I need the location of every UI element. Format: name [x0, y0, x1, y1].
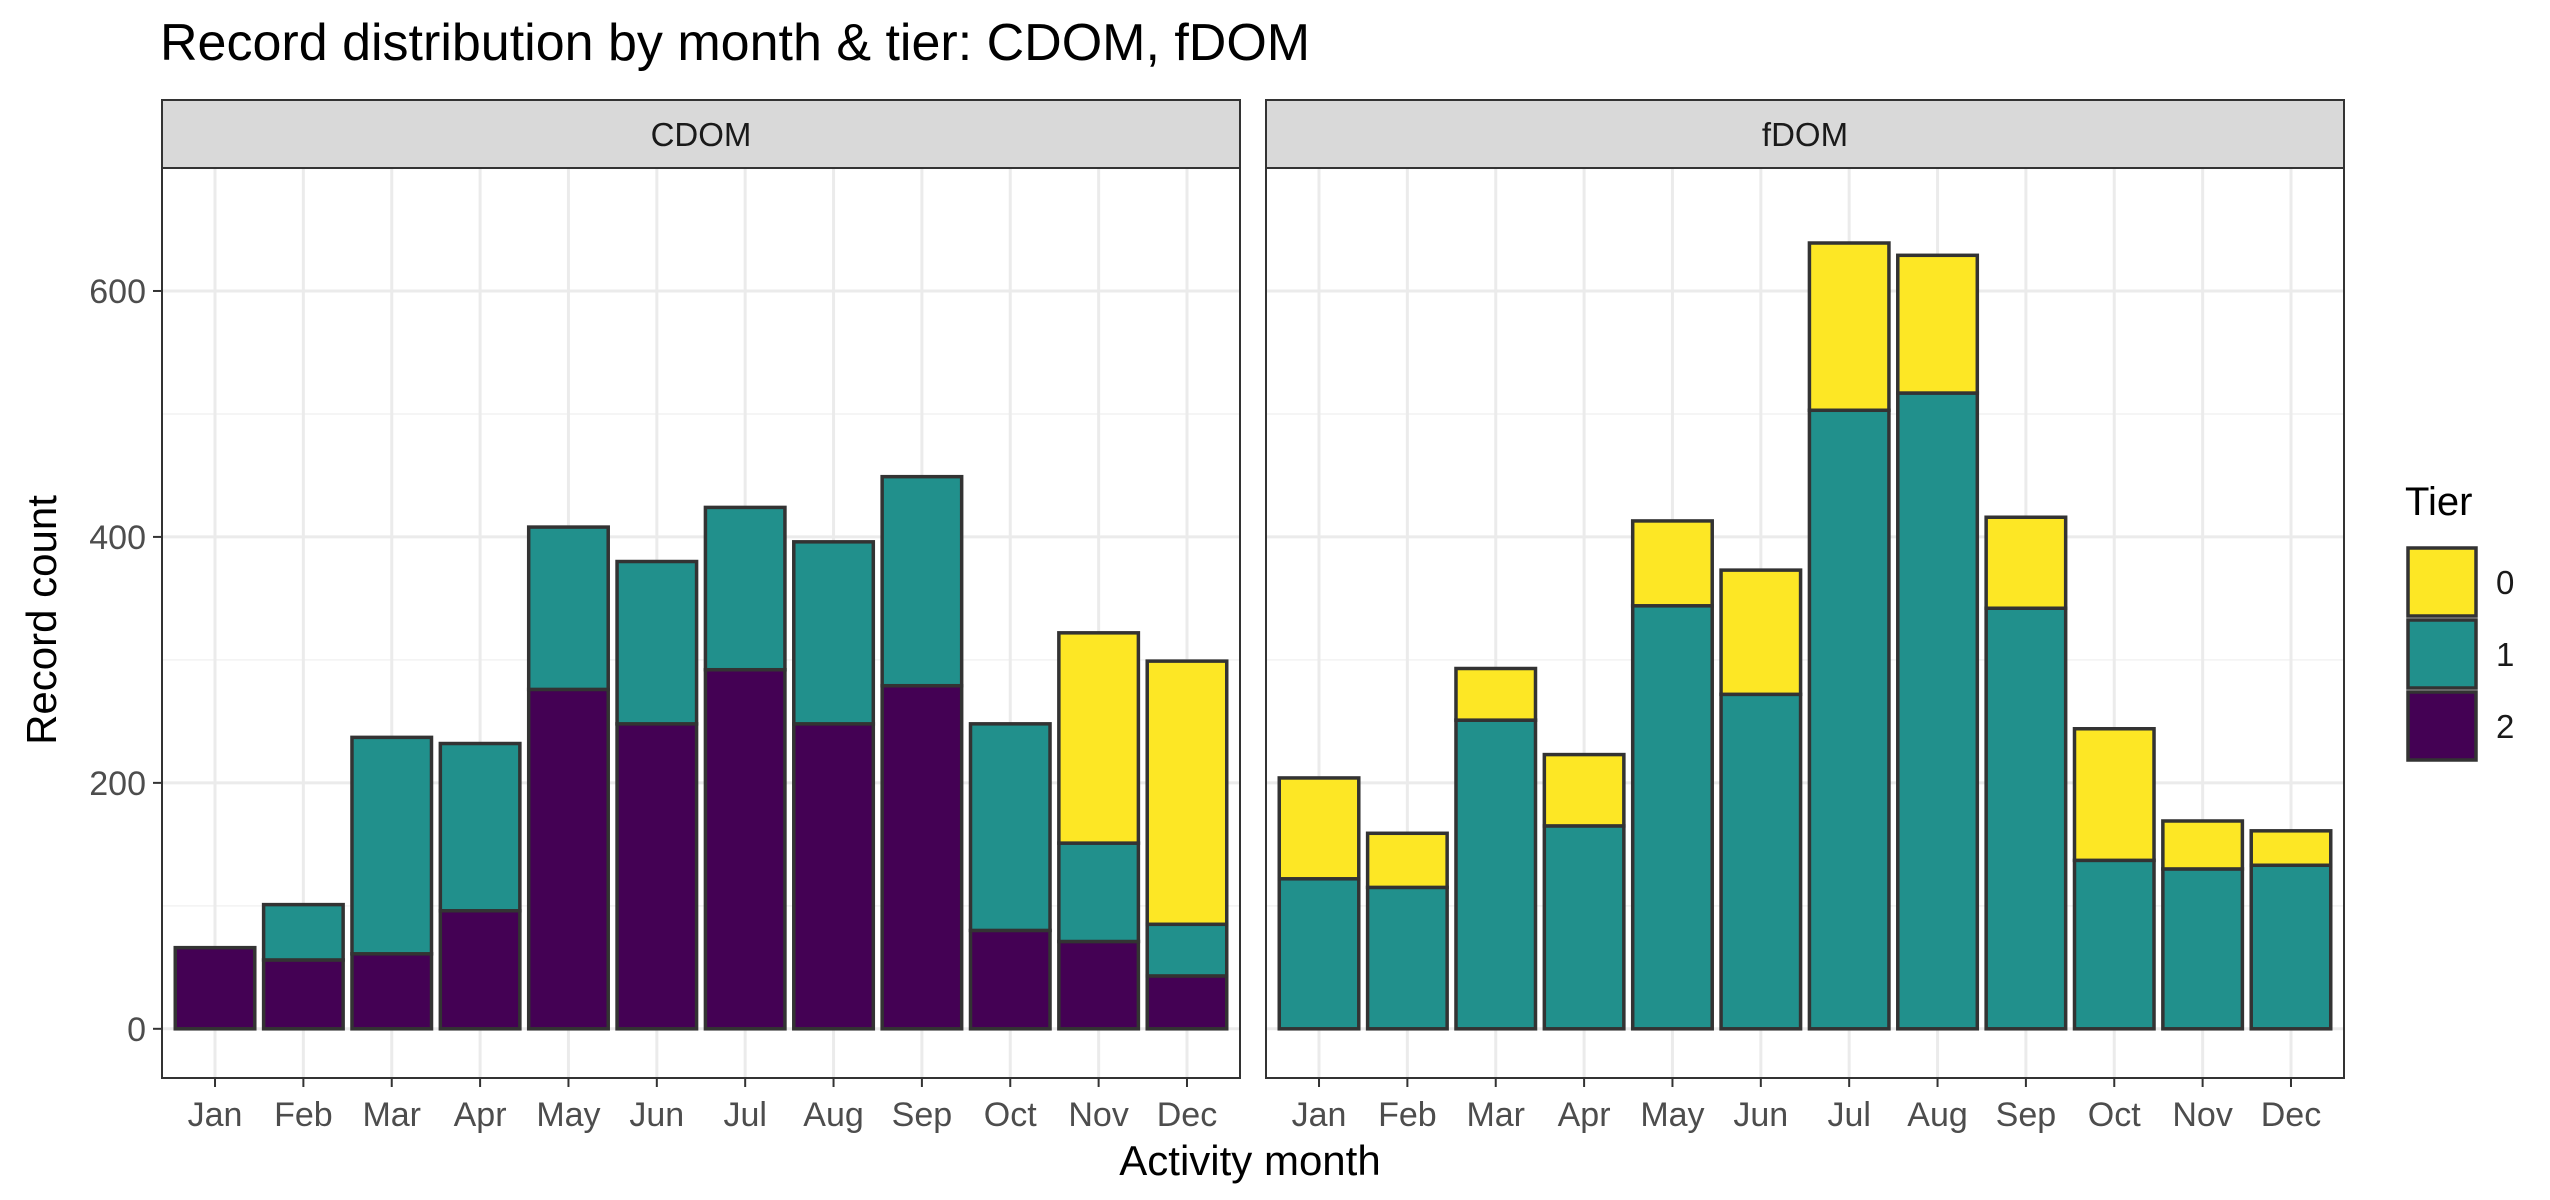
x-tick-label: Nov	[1068, 1096, 1128, 1134]
x-tick-label: Mar	[362, 1096, 421, 1134]
bar-cdom-may-tier-1	[526, 525, 610, 692]
bar-cdom-jul-tier-1	[703, 505, 787, 672]
bar-cdom-jan-tier-2	[173, 945, 257, 1031]
bar-cdom-jul-tier-2	[703, 667, 787, 1031]
bar-cdom-feb-tier-1	[261, 902, 345, 962]
bar-fdom-apr-tier-1	[1542, 824, 1626, 1031]
legend-label: 2	[2496, 708, 2514, 745]
bar-cdom-dec-tier-1	[1145, 922, 1229, 978]
x-tick-label: Jan	[188, 1096, 243, 1134]
x-tick-label: Sep	[892, 1096, 953, 1134]
bar-cdom-aug-tier-1	[792, 540, 876, 726]
x-tick-label: Jan	[1292, 1096, 1347, 1134]
bar-fdom-mar-tier-0	[1454, 666, 1538, 722]
bar-cdom-sep-tier-1	[880, 474, 964, 688]
bar-cdom-nov-tier-1	[1057, 841, 1141, 944]
bar-cdom-nov-tier-2	[1057, 939, 1141, 1031]
legend: Tier 0 1 2	[2405, 480, 2514, 762]
y-tick-label: 0	[127, 1011, 146, 1049]
bar-fdom-may-tier-0	[1630, 519, 1714, 608]
x-tick-label: Jun	[1733, 1096, 1788, 1134]
bar-fdom-nov-tier-0	[2161, 819, 2245, 871]
x-tick-label: Nov	[2172, 1096, 2232, 1134]
bar-fdom-feb-tier-1	[1365, 885, 1449, 1031]
legend-key-tier-1	[2406, 618, 2478, 690]
bar-cdom-dec-tier-0	[1145, 659, 1229, 927]
x-tick-label: Apr	[1558, 1096, 1611, 1134]
bar-cdom-apr-tier-2	[438, 909, 522, 1031]
facet-strip-label: fDOM	[1762, 116, 1848, 153]
x-tick-label: May	[536, 1096, 600, 1134]
bar-fdom-aug-tier-0	[1896, 253, 1980, 395]
bar-cdom-mar-tier-2	[350, 952, 434, 1031]
y-tick-label: 400	[89, 519, 146, 557]
bar-cdom-nov-tier-0	[1057, 631, 1141, 845]
bar-fdom-jul-tier-0	[1807, 241, 1891, 413]
x-tick-label: Feb	[274, 1096, 333, 1134]
bar-cdom-jun-tier-2	[615, 722, 699, 1031]
bar-fdom-may-tier-1	[1630, 604, 1714, 1031]
bar-cdom-oct-tier-2	[968, 928, 1052, 1031]
bar-fdom-dec-tier-1	[2249, 863, 2333, 1031]
x-tick-label: Jul	[723, 1096, 766, 1134]
facet-strip	[161, 99, 1241, 169]
bar-cdom-apr-tier-1	[438, 741, 522, 913]
x-tick-label: May	[1640, 1096, 1704, 1134]
x-tick-label: Apr	[454, 1096, 507, 1134]
x-tick-label: Dec	[2261, 1096, 2321, 1134]
y-tick-label: 200	[89, 765, 146, 803]
bar-cdom-mar-tier-1	[350, 735, 434, 956]
bar-fdom-nov-tier-1	[2161, 867, 2245, 1031]
legend-key-tier-2	[2406, 690, 2478, 762]
panels-group: CDOM Jan Feb Mar Apr May Jun Jul Aug Sep Oct Nov Dec…	[161, 99, 2345, 1134]
y-tick-label: 600	[89, 273, 146, 311]
x-tick-label: Jun	[629, 1096, 684, 1134]
bar-cdom-aug-tier-2	[792, 722, 876, 1031]
x-tick-label: Oct	[984, 1096, 1037, 1134]
panel-cdom: CDOM Jan Feb Mar Apr May Jun Jul Aug Sep Oct Nov Dec	[161, 99, 1241, 1134]
panel-fdom: fDOM Jan Feb Mar Apr May Jun Jul Aug Sep Oct Nov Dec	[1265, 99, 2345, 1134]
bar-fdom-feb-tier-0	[1365, 831, 1449, 890]
x-tick-label: Jul	[1827, 1096, 1870, 1134]
bar-cdom-may-tier-2	[526, 687, 610, 1031]
x-axis-title: Activity month	[1119, 1137, 1380, 1184]
bar-fdom-aug-tier-1	[1896, 391, 1980, 1031]
bar-fdom-sep-tier-1	[1984, 606, 2068, 1031]
bar-cdom-sep-tier-2	[880, 683, 964, 1031]
facet-strip-label: CDOM	[651, 116, 752, 153]
legend-label: 1	[2496, 636, 2514, 673]
bar-cdom-oct-tier-1	[968, 722, 1052, 933]
bar-cdom-feb-tier-2	[261, 958, 345, 1031]
x-tick-label: Dec	[1157, 1096, 1217, 1134]
x-tick-label: Oct	[2088, 1096, 2141, 1134]
bar-cdom-dec-tier-2	[1145, 974, 1229, 1031]
bar-fdom-apr-tier-0	[1542, 752, 1626, 828]
y-axis-title: Record count	[18, 495, 65, 745]
x-tick-label: Feb	[1378, 1096, 1437, 1134]
bar-fdom-jul-tier-1	[1807, 408, 1891, 1031]
bar-fdom-jun-tier-0	[1719, 568, 1803, 697]
bar-fdom-mar-tier-1	[1454, 718, 1538, 1031]
panel-border	[1265, 167, 2345, 1079]
x-tick-label: Sep	[1996, 1096, 2057, 1134]
bar-fdom-jan-tier-1	[1277, 877, 1361, 1031]
bar-cdom-jun-tier-1	[615, 559, 699, 726]
bar-fdom-oct-tier-0	[2072, 727, 2156, 863]
x-tick-label: Aug	[1907, 1096, 1968, 1134]
legend-key-tier-0	[2406, 546, 2478, 618]
y-axis: 0 200 400 600	[89, 273, 162, 1049]
panel-border	[161, 167, 1241, 1079]
bar-fdom-jan-tier-0	[1277, 776, 1361, 881]
bar-fdom-dec-tier-0	[2249, 829, 2333, 868]
bar-fdom-jun-tier-1	[1719, 692, 1803, 1031]
legend-label: 0	[2496, 564, 2514, 601]
bar-fdom-oct-tier-1	[2072, 858, 2156, 1031]
x-tick-label: Mar	[1466, 1096, 1525, 1134]
chart-title: Record distribution by month & tier: CDO…	[160, 14, 1310, 72]
x-tick-label: Aug	[803, 1096, 864, 1134]
bar-fdom-sep-tier-0	[1984, 515, 2068, 610]
legend-title: Tier	[2405, 480, 2472, 524]
